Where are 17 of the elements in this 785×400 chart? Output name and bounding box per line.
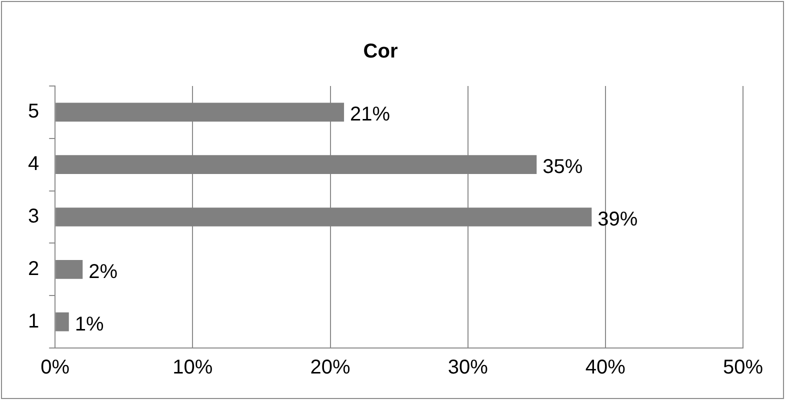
chart-title: Cor	[363, 40, 398, 63]
y-tick-label: 1	[28, 310, 40, 332]
data-label: 35%	[542, 156, 583, 178]
data-label: 21%	[350, 104, 390, 126]
x-tick-label: 40%	[585, 356, 626, 379]
y-tick-label: 5	[28, 100, 40, 123]
data-label: 1%	[74, 313, 104, 336]
x-tick-label: 0%	[40, 356, 70, 379]
x-tick-label: 20%	[310, 356, 351, 379]
y-tick-label: 2	[28, 258, 40, 280]
y-tick-label: 3	[28, 206, 40, 228]
data-label: 2%	[88, 260, 118, 283]
y-tick-label: 4	[28, 153, 40, 176]
x-tick-label: 10%	[172, 356, 213, 379]
data-label: 39%	[598, 208, 638, 231]
x-tick-label: 30%	[448, 356, 488, 379]
x-tick-label: 50%	[722, 356, 764, 379]
